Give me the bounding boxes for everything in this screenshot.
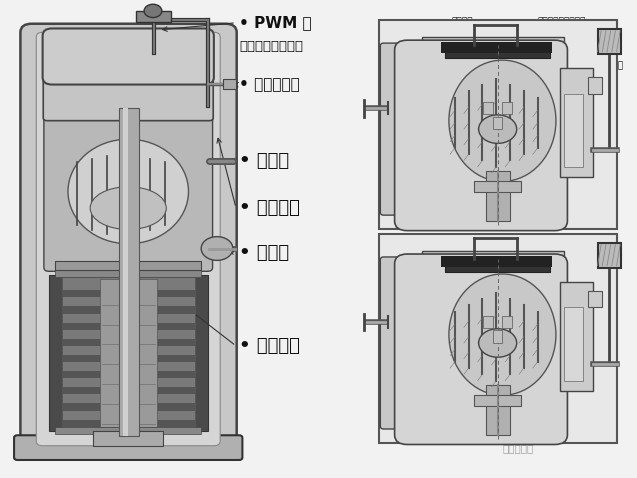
Bar	[118, 109, 139, 436]
FancyBboxPatch shape	[20, 24, 237, 454]
FancyBboxPatch shape	[36, 33, 220, 445]
Ellipse shape	[68, 139, 189, 244]
Bar	[483, 102, 493, 115]
FancyBboxPatch shape	[394, 254, 568, 445]
Text: 调节室: 调节室	[385, 28, 401, 37]
Bar	[503, 316, 512, 328]
Text: • 吸气管: • 吸气管	[240, 244, 289, 262]
Bar	[598, 29, 621, 54]
Text: 安易买商城: 安易买商城	[503, 443, 534, 453]
Bar	[445, 260, 550, 272]
FancyBboxPatch shape	[394, 40, 568, 231]
Bar	[474, 182, 522, 192]
Text: 排气压力: 排气压力	[452, 17, 473, 26]
Bar	[503, 102, 512, 115]
Bar	[441, 43, 552, 53]
FancyBboxPatch shape	[380, 43, 434, 215]
Bar	[598, 243, 621, 268]
Bar	[422, 251, 564, 272]
Bar	[474, 395, 522, 406]
Circle shape	[478, 115, 517, 143]
Bar	[62, 355, 195, 362]
Ellipse shape	[449, 274, 556, 395]
Text: 负载期: 负载期	[454, 190, 470, 199]
Bar	[62, 403, 195, 411]
Bar	[55, 270, 201, 277]
Bar	[564, 307, 583, 380]
Bar	[493, 117, 503, 129]
Bar	[55, 261, 201, 270]
Bar	[224, 79, 236, 89]
Bar	[483, 316, 493, 328]
Bar	[62, 290, 195, 297]
Bar	[62, 387, 195, 394]
Bar	[123, 109, 128, 436]
FancyBboxPatch shape	[380, 257, 434, 429]
Text: 排气管: 排气管	[380, 94, 396, 103]
FancyBboxPatch shape	[44, 116, 213, 272]
Circle shape	[144, 4, 162, 18]
FancyBboxPatch shape	[43, 29, 214, 85]
Bar	[486, 171, 510, 221]
Bar	[445, 45, 550, 58]
Bar	[62, 277, 195, 429]
Text: 静涡盘: 静涡盘	[380, 132, 396, 141]
Bar	[379, 234, 617, 444]
Text: 单向电磁阀（打开）: 单向电磁阀（打开）	[537, 245, 585, 254]
Text: 调节室: 调节室	[385, 256, 401, 265]
Bar	[55, 427, 201, 434]
Ellipse shape	[90, 187, 166, 229]
Bar	[62, 339, 195, 346]
Bar	[493, 330, 503, 343]
Bar	[94, 431, 163, 445]
Bar	[564, 94, 583, 167]
Ellipse shape	[449, 60, 556, 182]
Text: 吸气压力: 吸气压力	[453, 245, 475, 254]
Text: • 定涡旋盘: • 定涡旋盘	[240, 199, 300, 217]
Bar	[49, 275, 208, 432]
Text: 动涡盘: 动涡盘	[380, 174, 396, 183]
Bar	[559, 68, 593, 177]
FancyBboxPatch shape	[43, 72, 213, 120]
Bar	[441, 256, 552, 267]
Text: （脉冲宽度调节）: （脉冲宽度调节）	[240, 40, 303, 53]
Bar	[62, 371, 195, 378]
Text: 通气孔: 通气孔	[607, 61, 623, 70]
Bar	[62, 306, 195, 314]
Circle shape	[478, 329, 517, 357]
Text: 吸气压力: 吸气压力	[553, 389, 575, 398]
FancyBboxPatch shape	[14, 435, 243, 460]
Bar	[422, 37, 564, 58]
Bar	[100, 280, 157, 427]
Text: 吸气压力: 吸气压力	[553, 184, 575, 193]
Text: 卸载期: 卸载期	[454, 389, 470, 398]
Bar	[559, 282, 593, 391]
Bar	[486, 385, 510, 435]
Circle shape	[201, 237, 233, 261]
Bar	[62, 420, 195, 427]
Bar	[588, 77, 603, 94]
Bar	[62, 323, 195, 330]
Bar	[379, 21, 617, 229]
Text: • PWM 阀: • PWM 阀	[240, 15, 312, 30]
Text: • 动涡旋盘: • 动涡旋盘	[240, 337, 300, 355]
Text: • 排气管: • 排气管	[240, 152, 289, 170]
Text: • 热力传送管: • 热力传送管	[240, 77, 300, 92]
Bar	[588, 291, 603, 307]
Text: 单向电磁阀（关闭）: 单向电磁阀（关闭）	[537, 17, 585, 26]
Bar	[136, 11, 171, 22]
Text: 1毫米: 1毫米	[380, 321, 396, 330]
